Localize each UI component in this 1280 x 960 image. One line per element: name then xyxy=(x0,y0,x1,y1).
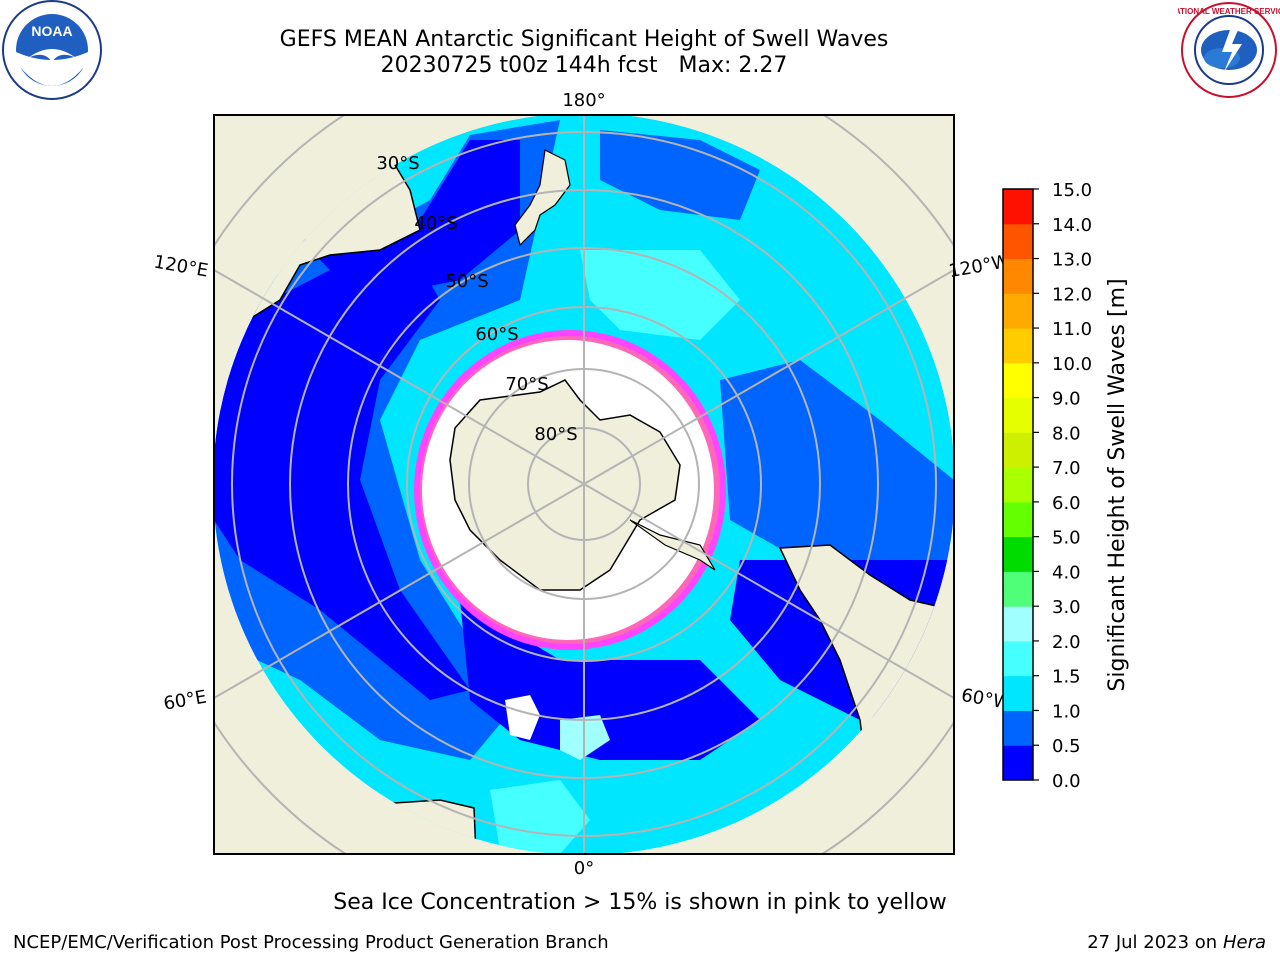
colorbar-label: Significant Height of Swell Waves [m] xyxy=(1105,278,1130,691)
colorbar-swatches xyxy=(1003,189,1033,781)
sea-ice-note-text: Sea Ice Concentration > 15% is shown in … xyxy=(333,890,947,915)
colorbar-tick-label: 2.0 xyxy=(1052,632,1081,653)
chart-title: GEFS MEAN Antarctic Significant Height o… xyxy=(279,27,889,52)
colorbar-tick-label: 0.5 xyxy=(1052,736,1081,757)
lat-label-80s: 80°S xyxy=(534,424,577,445)
lat-label-30s: 30°S xyxy=(376,153,419,174)
colorbar-swatch xyxy=(1003,675,1033,711)
swell-band-lowest-west xyxy=(214,230,470,700)
colorbar-tick-label: 7.0 xyxy=(1052,458,1081,479)
colorbar-swatch xyxy=(1003,328,1033,364)
new-zealand-landmass xyxy=(514,149,571,247)
colorbar-tick-label: 9.0 xyxy=(1052,389,1081,410)
meridian-60e-120w xyxy=(214,269,954,699)
map-frame xyxy=(213,114,955,855)
colorbar-tick-label: 1.0 xyxy=(1052,701,1081,722)
colorbar-swatch xyxy=(1003,432,1033,468)
colorbar-tick-label: 13.0 xyxy=(1052,250,1092,271)
lon-label-180: 180° xyxy=(562,90,605,111)
noaa-logo-text: NOAA xyxy=(31,23,72,39)
colorbar-swatch xyxy=(1003,571,1033,607)
lat-label-70s: 70°S xyxy=(505,374,548,395)
colorbar-swatch xyxy=(1003,640,1033,677)
swell-band-low-northeast xyxy=(600,130,760,220)
footer-date-text: 27 Jul 2023 on xyxy=(1087,932,1223,953)
swell-band-lowest-north xyxy=(300,140,520,300)
lat-label-40s: 40°S xyxy=(414,213,457,234)
footer-producer: NCEP/EMC/Verification Post Processing Pr… xyxy=(13,932,609,953)
colorbar-swatch xyxy=(1003,536,1033,572)
nws-logo-text: NATIONAL WEATHER SERVICE xyxy=(1178,7,1280,16)
colorbar-swatch xyxy=(1003,710,1033,746)
swell-band-low xyxy=(214,120,560,760)
colorbar-swatch xyxy=(1003,223,1033,260)
colorbar-swatch xyxy=(1003,606,1033,642)
colorbar-tick-label: 11.0 xyxy=(1052,319,1092,340)
colorbar-tick-label: 1.5 xyxy=(1052,667,1081,688)
graticule xyxy=(214,115,954,854)
colorbar-swatch xyxy=(1003,258,1033,294)
colorbar-tick-label: 6.0 xyxy=(1052,493,1081,514)
colorbar-swatch xyxy=(1003,745,1033,781)
lat-label-60s: 60°S xyxy=(475,324,518,345)
colorbar-tick-label: 0.0 xyxy=(1052,771,1081,792)
white-patch xyxy=(505,695,540,740)
colorbar-swatch xyxy=(1003,397,1033,433)
colorbar-tick-label: 10.0 xyxy=(1052,354,1092,375)
nws-logo: NATIONAL WEATHER SERVICE xyxy=(1178,2,1280,98)
colorbar-tick-label: 12.0 xyxy=(1052,284,1092,305)
lon-label-0: 0° xyxy=(574,858,594,879)
chart-subtitle: 20230725 t00z 144h fcst Max: 2.27 xyxy=(380,53,788,78)
colorbar-tick-label: 4.0 xyxy=(1052,562,1081,583)
colorbar-ticks: 0.0 0.5 1.0 1.5 2.0 3.0 4.0 5.0 6.0 7.0 8.0 9.0 10.0… xyxy=(1033,180,1092,792)
noaa-logo: NOAA xyxy=(2,0,102,100)
colorbar-tick-label: 5.0 xyxy=(1052,528,1081,549)
sea-ice-note: Sea Ice Concentration > 15% is shown in … xyxy=(0,890,1280,915)
lat-label-50s: 50°S xyxy=(445,271,488,292)
colorbar-tick-label: 3.0 xyxy=(1052,597,1081,618)
colorbar-swatch xyxy=(1003,189,1033,225)
swell-band-low-east xyxy=(720,360,954,580)
colorbar-tick-label: 8.0 xyxy=(1052,423,1081,444)
antarctica-landmass xyxy=(449,379,681,591)
colorbar-swatch xyxy=(1003,501,1033,538)
colorbar-swatch xyxy=(1003,467,1033,503)
colorbar-tick-label: 15.0 xyxy=(1052,180,1092,201)
antarctic-peninsula xyxy=(629,519,716,571)
colorbar-swatch xyxy=(1003,293,1033,329)
footer-date: 27 Jul 2023 on Hera xyxy=(1087,932,1266,953)
colorbar-swatch xyxy=(1003,362,1033,399)
footer-host: Hera xyxy=(1222,932,1266,953)
swell-band-mid xyxy=(580,250,740,340)
colorbar-frame xyxy=(1002,188,1034,781)
colorbar-tick-label: 14.0 xyxy=(1052,215,1092,236)
